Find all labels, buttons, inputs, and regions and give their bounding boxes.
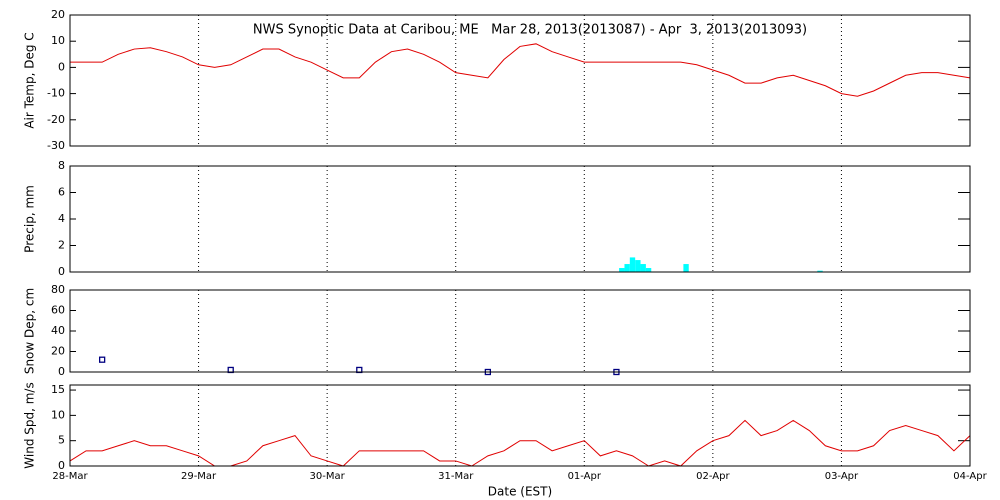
y-axis-label: Wind Spd, m/s	[23, 382, 37, 468]
y-tick-label: 4	[58, 212, 65, 225]
y-axis-label: Precip, mm	[23, 185, 37, 253]
bar	[629, 257, 636, 272]
y-tick-label: 10	[51, 408, 65, 421]
panel-frame	[69, 384, 971, 467]
bar	[635, 260, 641, 272]
x-axis-label: Date (EST)	[488, 485, 552, 499]
data-line	[70, 43, 971, 97]
y-tick-label: -30	[47, 139, 65, 152]
y-axis-label: Snow Dep, cm	[23, 288, 37, 374]
y-tick-label: 10	[51, 34, 65, 47]
x-tick-label: 01-Apr	[568, 471, 602, 482]
y-tick-label: 80	[51, 283, 65, 296]
chart-title: NWS Synoptic Data at Caribou, ME Mar 28,…	[253, 23, 807, 38]
bar	[683, 264, 689, 272]
y-axis-label: Air Temp, Deg C	[23, 32, 37, 128]
y-tick-label: 8	[58, 159, 65, 172]
bar	[645, 268, 652, 272]
y-tick-label: -20	[47, 113, 65, 126]
y-tick-label: 0	[58, 365, 65, 378]
y-tick-label: 5	[58, 434, 65, 447]
x-tick-label: 30-Mar	[310, 471, 346, 482]
y-tick-label: 2	[58, 239, 65, 252]
panel-frame	[69, 14, 971, 147]
panel-frame	[69, 289, 971, 373]
x-tick-label: 02-Apr	[696, 471, 730, 482]
x-tick-label: 28-Mar	[52, 471, 88, 482]
y-tick-label: 0	[58, 60, 65, 73]
y-tick-label: 0	[58, 459, 65, 472]
bar	[619, 268, 625, 272]
x-tick-label: 03-Apr	[825, 471, 859, 482]
y-tick-label: -10	[47, 87, 65, 100]
y-tick-label: 20	[51, 8, 65, 21]
bar	[624, 264, 630, 272]
bar	[817, 270, 823, 272]
x-tick-label: 31-Mar	[438, 471, 474, 482]
marker	[98, 356, 106, 363]
bar	[640, 264, 646, 272]
y-tick-label: 6	[58, 186, 65, 199]
y-tick-label: 40	[51, 324, 65, 337]
y-tick-label: 0	[58, 265, 65, 278]
y-tick-label: 60	[51, 304, 65, 317]
y-tick-label: 15	[51, 383, 65, 396]
y-tick-label: 20	[51, 345, 65, 358]
x-tick-label: 29-Mar	[181, 471, 217, 482]
panel-frame	[69, 165, 971, 273]
x-tick-label: 04-Apr	[953, 471, 987, 482]
